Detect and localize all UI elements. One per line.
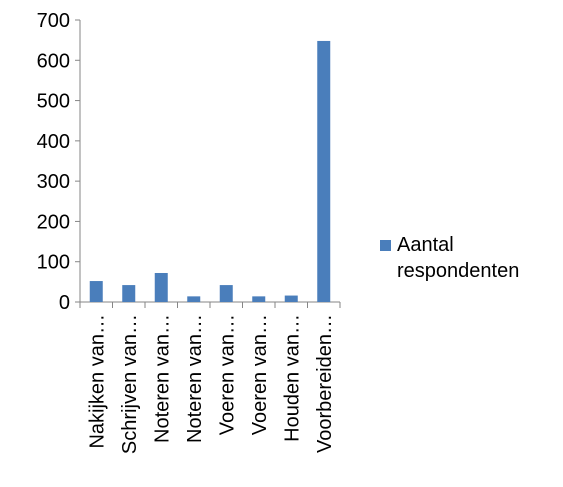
x-tick-label: Noteren van…	[151, 314, 173, 443]
y-axis: 0 100 200 300 400 500 600 700	[37, 10, 81, 314]
legend: Aantal respondenten	[380, 232, 557, 284]
y-tick-label: 0	[59, 292, 70, 314]
y-tick-label: 700	[37, 10, 70, 32]
legend-swatch	[380, 240, 391, 251]
x-tick-label: Voeren van…	[216, 314, 238, 435]
y-tick-label: 400	[37, 131, 70, 153]
x-tick-label: Noteren van…	[184, 314, 206, 443]
bar	[219, 285, 233, 302]
x-tick-label: Houden van…	[281, 314, 303, 442]
x-tick-label: Schrijven van…	[119, 314, 141, 454]
bar	[284, 295, 298, 302]
bar	[187, 296, 201, 302]
legend-label: Aantal respondenten	[397, 234, 520, 282]
bar	[122, 285, 136, 302]
y-tick-label: 300	[37, 171, 70, 193]
bar	[89, 281, 103, 302]
bar	[317, 40, 331, 302]
x-tick-label: Voorbereiden…	[314, 314, 336, 453]
x-tick-label: Voeren van…	[249, 314, 271, 435]
bars	[89, 40, 331, 302]
y-tick-label: 100	[37, 252, 70, 274]
y-tick-label: 200	[37, 211, 70, 233]
y-tick-label: 500	[37, 91, 70, 113]
bar	[252, 296, 266, 302]
x-tick-label: Nakijken van…	[86, 314, 108, 449]
y-tick-label: 600	[37, 50, 70, 72]
x-axis	[79, 301, 341, 308]
bar	[154, 272, 168, 302]
x-tick-labels: Nakijken van… Schrijven van… Noteren van… N…	[86, 314, 336, 454]
